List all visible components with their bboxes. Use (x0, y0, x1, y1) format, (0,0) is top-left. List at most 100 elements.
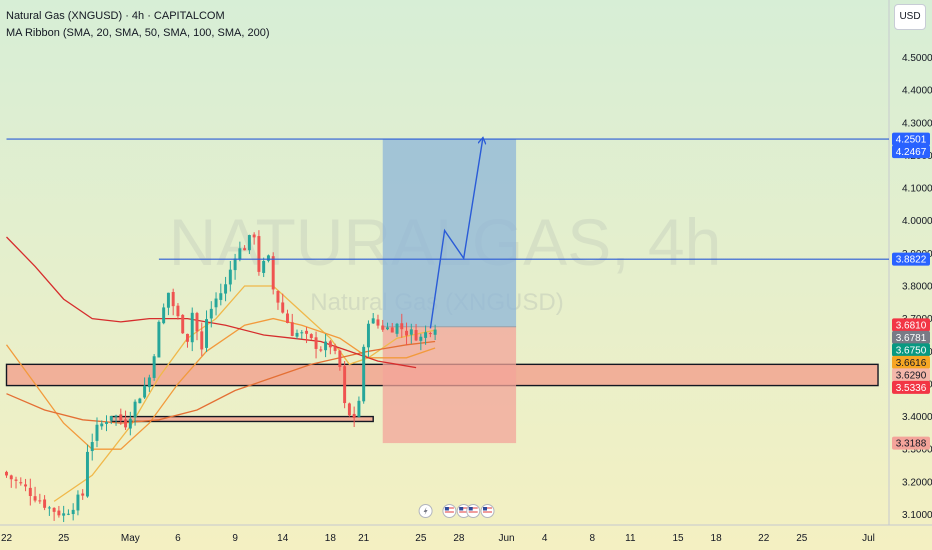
price-label-text: 3.8822 (896, 255, 927, 266)
candle-body (228, 269, 232, 285)
candle-body (24, 484, 28, 487)
candle-body (433, 329, 437, 335)
flag-stripe (459, 511, 469, 513)
candle-body (238, 248, 242, 260)
candle-body (371, 318, 375, 324)
x-tick-label: 14 (277, 533, 289, 544)
projection-layer[interactable] (429, 139, 482, 329)
candle-body (109, 415, 113, 421)
price-label: 3.5336 (892, 380, 930, 394)
x-tick-label: 22 (758, 533, 770, 544)
candle-body (271, 256, 275, 290)
candle-body (219, 293, 223, 300)
candle-body (185, 333, 189, 342)
price-label-bg (892, 330, 930, 344)
candle-body (33, 496, 37, 501)
x-tick-label: Jun (498, 533, 514, 544)
indicator-legend[interactable]: MA Ribbon (SMA, 20, SMA, 50, SMA, 100, S… (6, 27, 270, 39)
y-tick-label: 3.3000 (902, 445, 932, 456)
candle-body (171, 291, 175, 307)
candle-body (233, 258, 237, 271)
price-label-text: 3.6290 (896, 370, 927, 381)
event-marker-circle (466, 504, 481, 518)
candle-body (305, 330, 309, 334)
x-tick-label: Jul (862, 533, 875, 544)
price-label-bg (892, 343, 930, 357)
candle-body (319, 349, 323, 351)
price-label-bg (892, 436, 930, 450)
y-tick-label: 3.4000 (902, 412, 932, 423)
us-flag-icon[interactable] (456, 504, 471, 518)
candle-body (105, 422, 108, 424)
candle-body (243, 248, 247, 251)
flag-stripe (444, 509, 454, 511)
flag-stripe (444, 513, 454, 515)
price-label-text: 4.2501 (896, 135, 927, 146)
candle-body (324, 341, 328, 351)
candle-body (190, 312, 194, 343)
flag-stripe (483, 513, 493, 515)
y-tick-label: 3.2000 (902, 477, 932, 488)
x-tick-label: 25 (58, 533, 70, 544)
candle-body (85, 451, 89, 497)
x-tick-label: 21 (358, 533, 370, 544)
flag-stripe (483, 507, 493, 509)
price-label-bg (892, 145, 930, 159)
x-tick-label: 18 (711, 533, 723, 544)
candle-body (209, 308, 213, 319)
candle-body (119, 414, 123, 421)
x-tick-label: 28 (453, 533, 465, 544)
us-flag-icon[interactable] (480, 504, 495, 518)
candle-body (390, 327, 394, 333)
symbol-title[interactable]: Natural Gas (XNGUSD) · 4h · CAPITALCOM (6, 10, 225, 22)
candle-body (286, 313, 289, 323)
sma-200-line (6, 236, 417, 369)
y-tick-label: 3.1000 (902, 510, 932, 521)
candle-body (386, 327, 389, 330)
price-label-bg (892, 252, 930, 266)
flag-stripe (468, 511, 478, 513)
long-position-layer[interactable] (382, 139, 517, 444)
candle-body (52, 507, 56, 512)
price-label: 4.2501 (892, 132, 930, 146)
candle-body (224, 284, 228, 294)
candle-body (138, 398, 142, 404)
price-axis[interactable]: 3.10003.20003.30003.40003.50003.60003.70… (902, 53, 932, 521)
candle-body (343, 366, 347, 404)
candle-body (195, 313, 199, 332)
candle-body (381, 325, 385, 330)
candle-body (328, 341, 332, 348)
loss-zone (382, 326, 517, 444)
us-flag-icon[interactable] (466, 504, 481, 518)
x-tick-label: 22 (1, 533, 13, 544)
candle-body (247, 235, 251, 251)
time-axis[interactable]: 22 25 May 6 9 14 18 21 25 28 Jun 4 8 11 15 18 22 25 Jul (1, 533, 875, 544)
candle-body (428, 333, 432, 335)
flag-stripe (483, 509, 493, 511)
price-label: 3.3188 (892, 436, 930, 450)
flag-stripe (444, 507, 454, 509)
flag-canton (444, 507, 449, 511)
event-markers-layer[interactable] (418, 504, 495, 518)
price-label-text: 3.3188 (896, 439, 927, 450)
candle-body (309, 334, 313, 339)
price-label-bg (892, 132, 930, 146)
price-label-bg (892, 355, 930, 369)
candle-body (100, 423, 104, 427)
lightning-icon[interactable] (418, 504, 433, 518)
currency-button[interactable]: USD (894, 4, 926, 30)
candle-body (200, 331, 204, 350)
price-label-text: 4.2467 (896, 147, 927, 158)
candle-body (376, 319, 380, 326)
price-label: 3.6810 (892, 318, 930, 332)
candle-body (352, 413, 356, 418)
horizontal-lines-layer[interactable] (6, 138, 890, 260)
price-label-text: 3.6810 (896, 320, 927, 331)
candle-body (114, 415, 118, 417)
candle-body (281, 302, 285, 313)
price-label: 3.6750 (892, 343, 930, 357)
us-flag-icon[interactable] (442, 504, 457, 518)
y-tick-label: 4.1000 (902, 184, 932, 195)
